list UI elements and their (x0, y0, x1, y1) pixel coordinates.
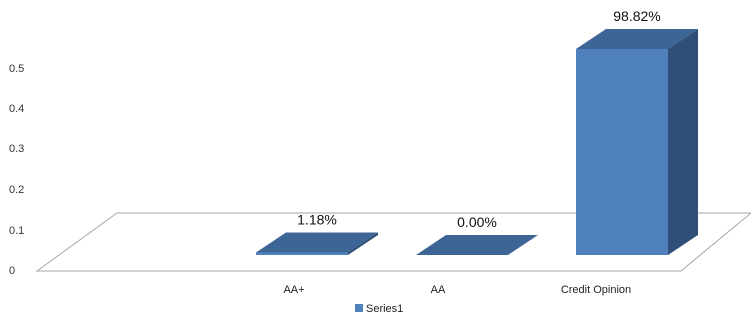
y-tick-label: 0.2 (9, 184, 24, 196)
bar (576, 29, 698, 255)
bar-side (348, 232, 378, 255)
bar-front (256, 252, 348, 255)
bar-side (668, 29, 698, 255)
category-label: AA+ (283, 284, 304, 296)
bar-top (416, 235, 538, 255)
category-label: Credit Opinion (561, 284, 631, 296)
y-tick-label: 0.1 (9, 225, 24, 237)
data-labels: 1.18% 0.00% 98.82% (297, 8, 661, 230)
legend: Series1 (355, 303, 403, 315)
y-tick-label: 0.4 (9, 103, 24, 115)
chart-floor (35, 212, 751, 272)
y-tick-label: 0.5 (9, 63, 24, 75)
y-axis-ticks: 0 0.1 0.2 0.3 0.4 0.5 (9, 63, 24, 277)
bar-top (576, 29, 698, 49)
y-tick-label: 0.3 (9, 143, 24, 155)
data-label: 1.18% (297, 212, 337, 228)
category-labels: AA+ AA Credit Opinion (283, 284, 631, 296)
legend-swatch (355, 304, 363, 312)
bar-front (576, 49, 668, 255)
category-label: AA (431, 284, 446, 296)
bars (256, 29, 698, 256)
bar (416, 235, 538, 256)
legend-label: Series1 (366, 303, 403, 315)
bar (256, 232, 378, 255)
y-tick-label: 0 (9, 265, 15, 277)
bar-top (256, 232, 378, 253)
data-label: 98.82% (613, 8, 660, 24)
data-label: 0.00% (457, 214, 497, 230)
